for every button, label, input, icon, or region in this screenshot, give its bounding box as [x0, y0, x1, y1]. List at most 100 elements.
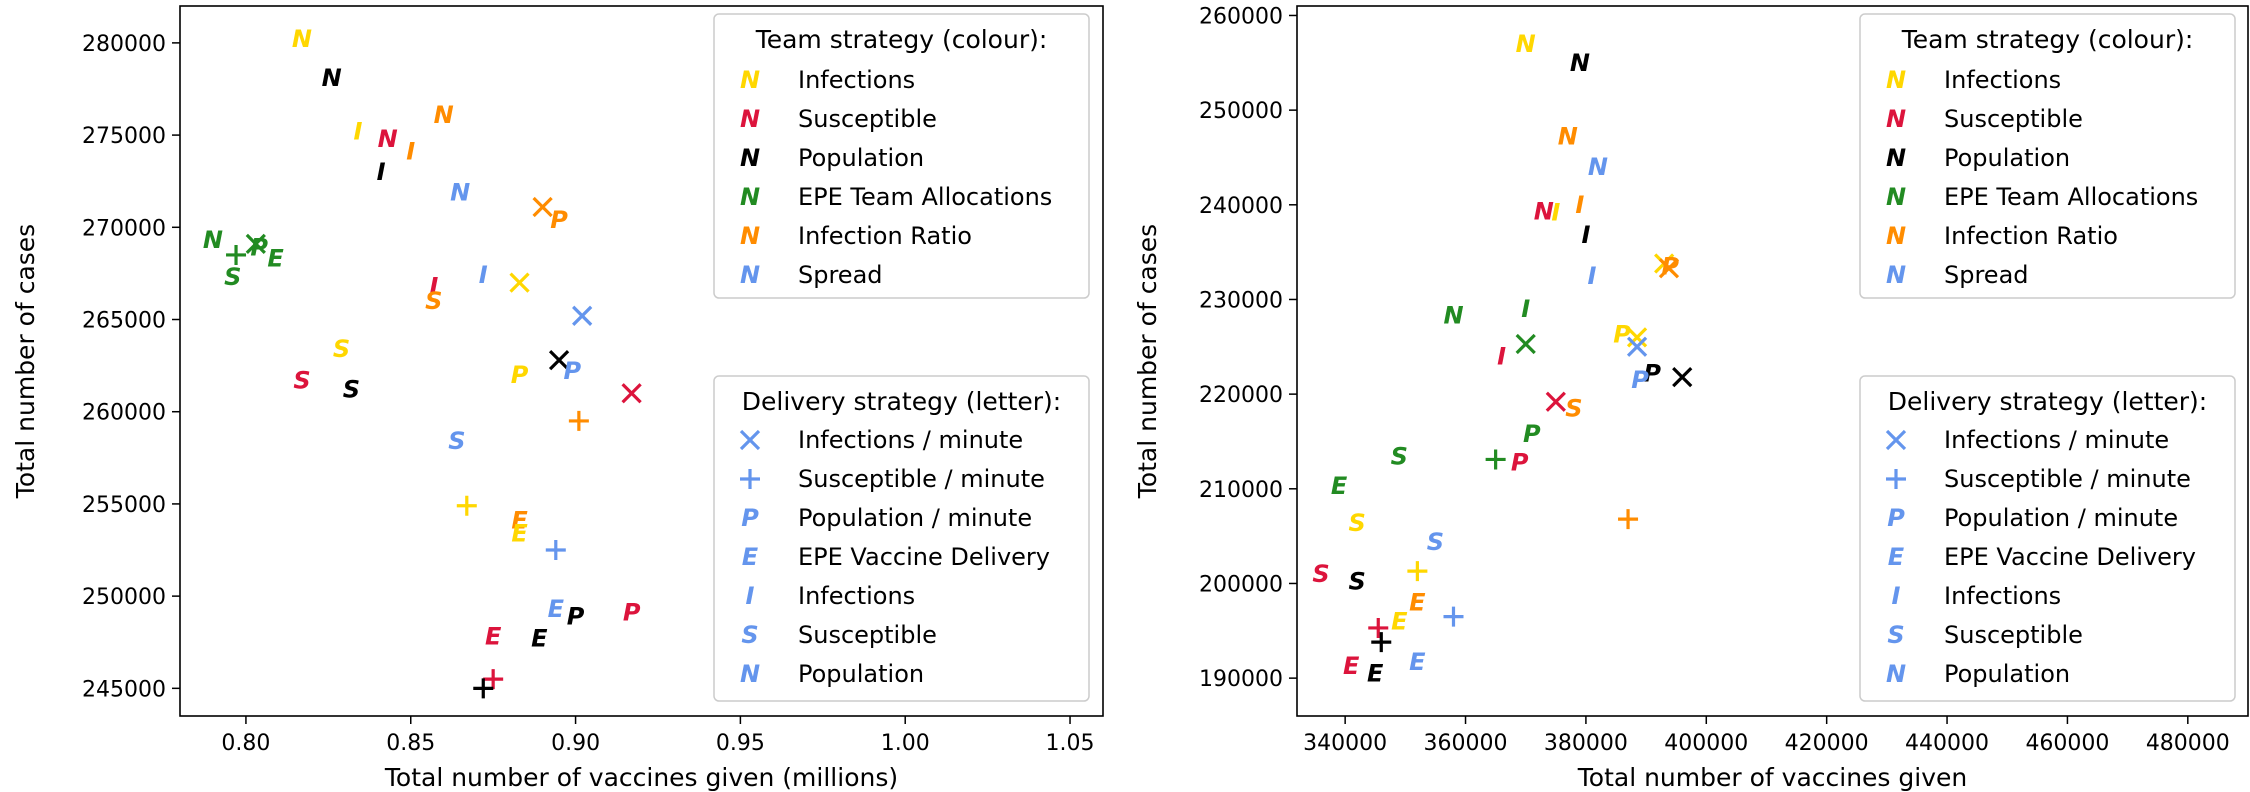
data-point: S	[425, 287, 442, 315]
team-legend-box	[713, 13, 1090, 299]
x-axis-label: Total number of vaccines given	[1577, 763, 1967, 792]
y-tick-label: 230000	[1199, 288, 1283, 313]
data-point	[473, 678, 494, 699]
data-point: S	[224, 263, 241, 291]
data-point: P	[511, 361, 529, 389]
delivery-legend-label: Population	[1944, 660, 2070, 688]
team-legend-label: EPE Team Allocations	[798, 183, 1052, 211]
x-tick-label: 340000	[1303, 731, 1387, 756]
data-point: N	[322, 64, 342, 92]
delivery-legend-title: Delivery strategy (letter):	[742, 387, 1061, 416]
x-tick-label: 480000	[2146, 731, 2230, 756]
data-point: E	[1343, 652, 1360, 680]
data-point: P	[1613, 320, 1631, 348]
data-point	[509, 272, 530, 293]
delivery-legend-marker	[1886, 469, 1906, 489]
delivery-legend-label: Population	[798, 660, 924, 688]
data-point: N	[203, 226, 223, 254]
data-point: N	[1570, 49, 1590, 77]
team-legend-label: Population	[798, 144, 924, 172]
data-point: S	[1312, 560, 1329, 588]
x-tick-label: 460000	[2025, 731, 2109, 756]
team-legend-label: Infection Ratio	[1944, 222, 2118, 250]
x-tick-label: 0.90	[551, 731, 600, 756]
delivery-legend-marker: S	[1887, 621, 1904, 649]
delivery-legend-marker: I	[746, 582, 755, 610]
team-legend-marker: N	[1886, 66, 1906, 94]
data-point	[572, 305, 593, 326]
x-tick-label: 420000	[1785, 731, 1869, 756]
data-point: P	[1523, 420, 1541, 448]
data-point: I	[1581, 221, 1590, 249]
data-point: N	[434, 101, 454, 129]
data-point: S	[448, 427, 465, 455]
y-tick-label: 220000	[1199, 383, 1283, 408]
data-point: P	[563, 357, 581, 385]
data-point: I	[377, 158, 386, 186]
delivery-legend-box	[713, 375, 1090, 702]
delivery-legend-marker: P	[741, 504, 759, 532]
delivery-legend-label: Susceptible / minute	[1944, 465, 2191, 493]
data-point	[1618, 509, 1639, 530]
team-legend-label: Spread	[1944, 261, 2029, 289]
delivery-legend-title: Delivery strategy (letter):	[1888, 387, 2207, 416]
team-legend-label: Infection Ratio	[798, 222, 972, 250]
data-point: I	[1575, 191, 1584, 219]
x-tick-label: 0.80	[221, 731, 270, 756]
data-point: S	[1349, 509, 1366, 537]
delivery-legend-marker: P	[1887, 504, 1905, 532]
y-axis-label: Total number of cases	[1133, 224, 1162, 499]
data-point	[568, 410, 589, 431]
data-point	[483, 669, 504, 690]
data-point: S	[1565, 394, 1582, 422]
team-legend-marker: N	[1886, 105, 1906, 133]
data-point: E	[511, 519, 528, 547]
data-point: S	[1427, 528, 1444, 556]
data-point	[621, 383, 642, 404]
team-legend-marker: N	[740, 105, 760, 133]
x-tick-label: 400000	[1664, 731, 1748, 756]
data-point: I	[1551, 198, 1560, 226]
delivery-legend-label: Infections	[1944, 582, 2061, 610]
x-tick-label: 440000	[1905, 731, 1989, 756]
data-point	[245, 233, 266, 255]
data-point: E	[1391, 607, 1408, 635]
data-point: P	[250, 234, 268, 262]
delivery-legend-label: Population / minute	[798, 504, 1032, 532]
data-point: S	[293, 366, 310, 394]
y-tick-label: 275000	[82, 124, 166, 149]
data-point	[1485, 449, 1506, 470]
data-point	[548, 349, 570, 371]
data-point	[226, 244, 247, 265]
data-point: N	[1443, 302, 1463, 330]
data-point: E	[485, 623, 502, 651]
y-tick-label: 270000	[82, 216, 166, 241]
data-point: N	[378, 125, 398, 153]
delivery-legend-marker: N	[1886, 660, 1906, 688]
y-tick-label: 250000	[82, 585, 166, 610]
delivery-legend-label: Susceptible	[1944, 621, 2083, 649]
data-point: S	[1349, 568, 1366, 596]
y-tick-label: 265000	[82, 309, 166, 334]
y-tick-label: 280000	[82, 32, 166, 57]
y-tick-label: 250000	[1199, 99, 1283, 124]
y-tick-label: 245000	[82, 677, 166, 702]
delivery-legend-label: Susceptible / minute	[798, 465, 1045, 493]
data-point: S	[333, 335, 350, 363]
data-point: N	[450, 178, 470, 206]
data-point: E	[1409, 588, 1426, 616]
y-tick-label: 260000	[82, 401, 166, 426]
data-point	[545, 540, 566, 561]
plot-frame	[1296, 5, 2249, 717]
data-point: N	[1534, 197, 1554, 225]
data-point: E	[511, 507, 528, 535]
y-tick-label: 255000	[82, 493, 166, 518]
y-axis-label: Total number of cases	[11, 224, 40, 499]
data-point	[456, 495, 477, 516]
data-point: I	[354, 117, 363, 145]
delivery-legend-label: EPE Vaccine Delivery	[1944, 543, 2196, 571]
team-legend-marker: N	[1886, 261, 1906, 289]
delivery-legend-marker: S	[741, 621, 758, 649]
data-point: E	[531, 625, 548, 653]
left-scatter-plot: 0.80 0.85 0.90 0.95 1.00 1.05 245000 250000 2550…	[11, 5, 1104, 792]
